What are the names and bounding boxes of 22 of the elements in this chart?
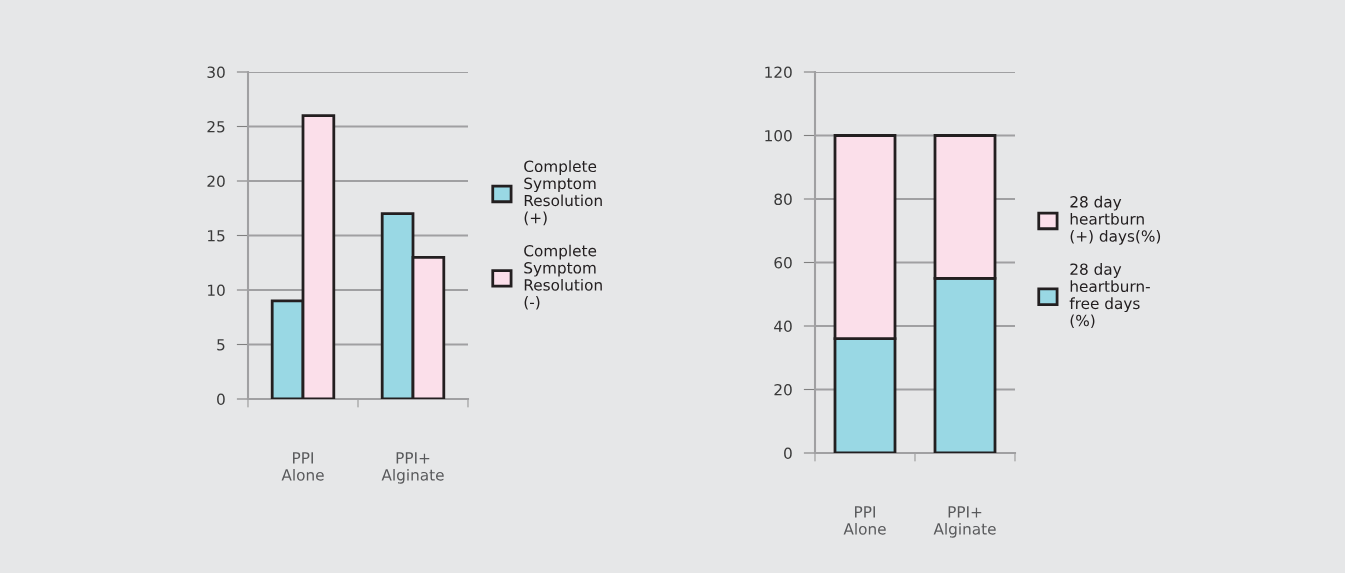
- x-tick-label: PPI Alone: [281, 452, 324, 481]
- y-tick-label: 0: [217, 393, 225, 406]
- legend-label: 28 day heartburn (+) days(%): [1070, 195, 1161, 245]
- y-tick-label: 30: [207, 66, 225, 79]
- y-tick-label: 120: [765, 66, 792, 79]
- y-tick-label: 60: [774, 256, 792, 269]
- y-tick-label: 20: [207, 175, 225, 188]
- y-tick-label: 15: [208, 230, 225, 242]
- x-tick-label: PPI+ Alginate: [381, 452, 444, 484]
- y-tick-label: 25: [207, 120, 225, 133]
- x-tick-label: PPI Alone: [843, 506, 886, 535]
- y-tick-label: 20: [774, 383, 792, 396]
- y-tick-label: 10: [208, 284, 225, 297]
- legend-label: Complete Symptom Resolution (-): [524, 244, 602, 310]
- x-tick-label: PPI+ Alginate: [933, 506, 996, 538]
- y-tick-label: 0: [784, 447, 792, 460]
- y-tick-label: 40: [774, 320, 792, 333]
- y-tick-label: 100: [765, 129, 792, 142]
- y-tick-label: 5: [217, 339, 225, 351]
- legend-label: Complete Symptom Resolution (+): [524, 160, 602, 226]
- legend-label: 28 day heartburn-free days (%): [1069, 263, 1150, 329]
- y-tick-label: 80: [774, 193, 792, 206]
